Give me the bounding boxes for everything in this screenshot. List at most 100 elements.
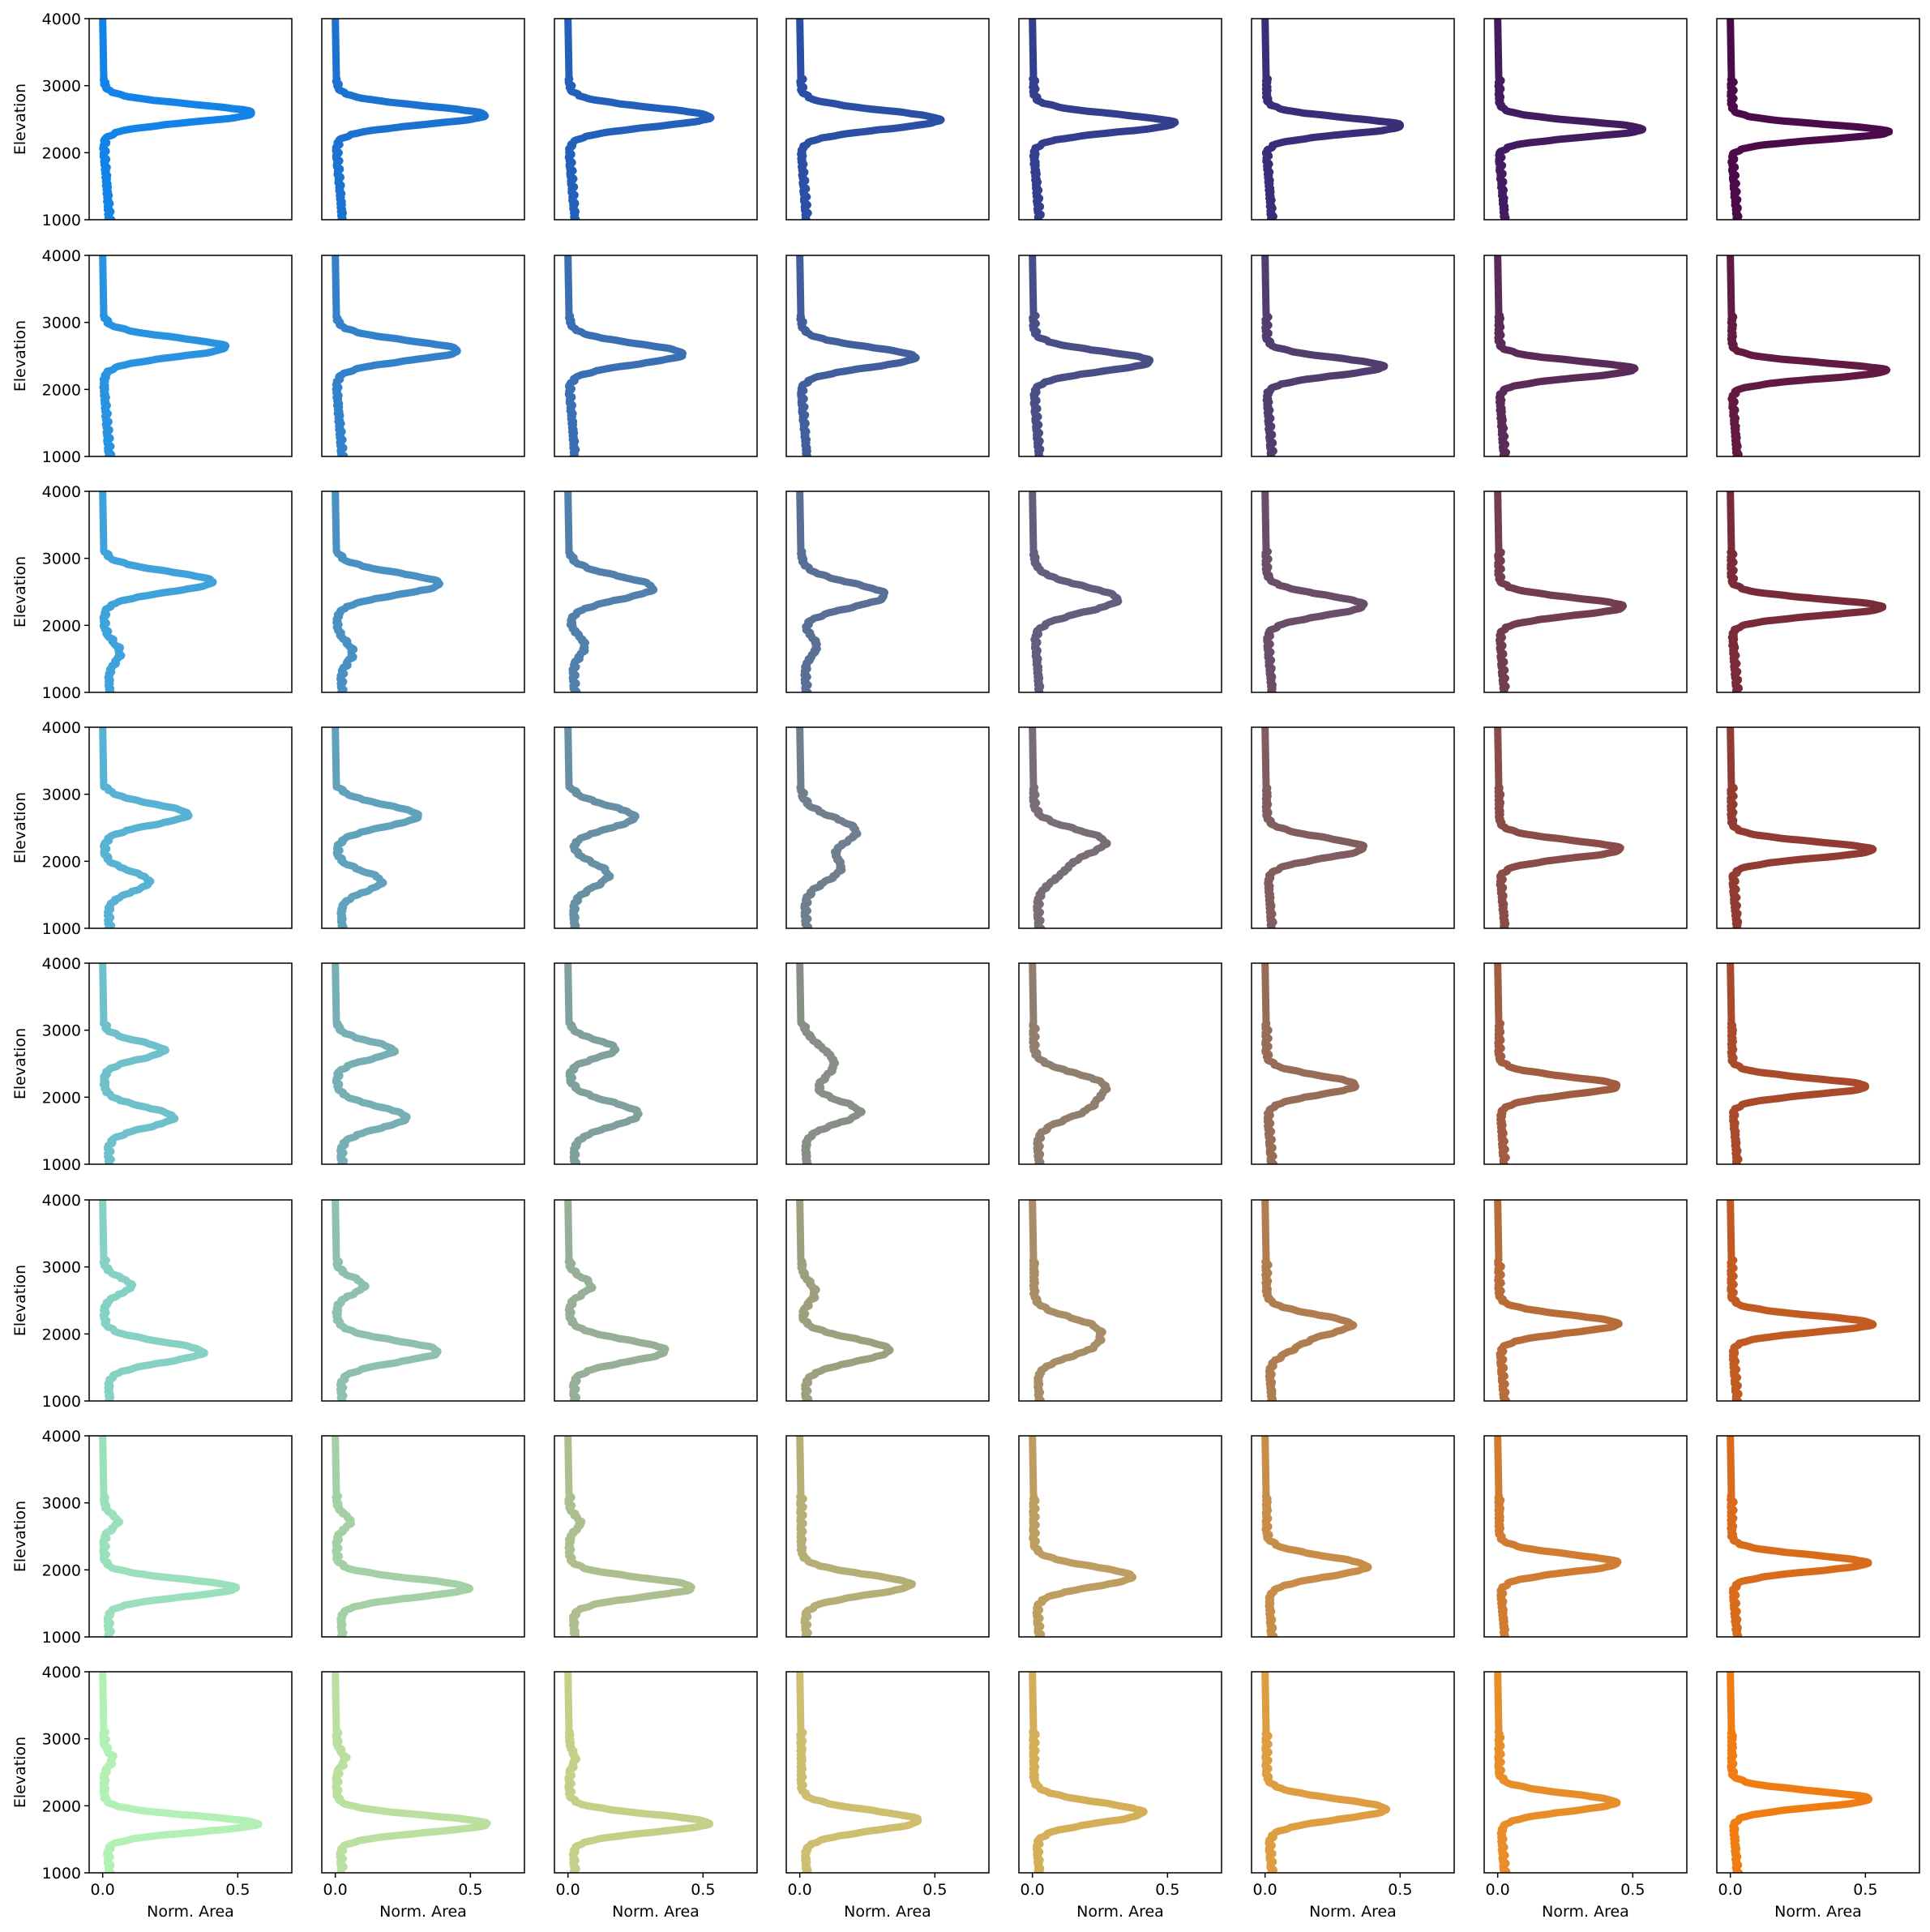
profile-line: [564, 963, 643, 1164]
y-tick-label: 4000: [42, 955, 81, 973]
y-tick-label: 3000: [42, 315, 81, 332]
panel-r6-c2: [554, 1435, 758, 1638]
panel-r3-c3: [785, 726, 990, 929]
profile-line: [796, 963, 866, 1164]
panel-r0-c0: 1000 2000 3000 4000 Elevation: [11, 11, 293, 229]
panel-r7-c2: 0.0 0.5 Norm. Area: [554, 1671, 758, 1921]
x-tick-label: 0.0: [1718, 1881, 1743, 1899]
panel-frame: [1483, 1671, 1688, 1874]
panel-r0-c1: [321, 18, 525, 221]
panel-frame: [554, 962, 758, 1165]
y-tick-label: 3000: [42, 550, 81, 568]
panel-frame: [1251, 18, 1455, 221]
panel-frame: [1251, 1435, 1455, 1638]
panel-r0-c2: [554, 18, 758, 221]
profile-line: [1261, 727, 1367, 928]
profile-line: [564, 255, 687, 456]
panel-r7-c7: 0.0 0.5 Norm. Area: [1716, 1671, 1920, 1921]
y-tick-label: 1000: [42, 1629, 81, 1647]
panel-r3-c6: [1483, 726, 1688, 929]
profile-line: [1029, 1672, 1148, 1873]
panel-frame: [1018, 255, 1222, 457]
profile-line: [1727, 19, 1894, 220]
x-axis-label: Norm. Area: [1542, 1903, 1629, 1921]
profile-line: [1261, 1672, 1391, 1873]
y-tick-label: 4000: [42, 1192, 81, 1210]
profile-line: [796, 491, 888, 692]
panel-frame: [321, 255, 525, 457]
profile-line: [1727, 1200, 1877, 1401]
profile-line: [1727, 727, 1877, 928]
x-tick-label: 0.0: [91, 1881, 115, 1899]
y-tick-label: 1000: [42, 1865, 81, 1883]
y-tick-label: 4000: [42, 1664, 81, 1681]
panel-frame: [785, 962, 990, 1165]
panel-r5-c7: [1716, 1199, 1920, 1402]
panel-r7-c3: 0.0 0.5 Norm. Area: [785, 1671, 990, 1921]
y-tick-label: 2000: [42, 1326, 81, 1343]
panel-r2-c1: [321, 490, 525, 693]
y-axis-label: Elevation: [11, 792, 29, 863]
panel-frame: [321, 1435, 525, 1638]
x-axis-label: Norm. Area: [379, 1903, 467, 1921]
panel-r6-c0: 1000 2000 3000 4000 Elevation: [11, 1428, 293, 1647]
panel-r1-c6: [1483, 255, 1688, 457]
profile-line: [99, 255, 230, 456]
panel-frame: [554, 255, 758, 457]
profile-line: [1494, 963, 1621, 1164]
panel-r1-c1: [321, 255, 525, 457]
profile-line: [99, 1436, 241, 1637]
x-tick-label: 0.0: [1486, 1881, 1510, 1899]
profile-line: [564, 491, 658, 692]
profile-line: [1261, 491, 1368, 692]
panel-r4-c1: [321, 962, 525, 1165]
panel-frame: [1483, 962, 1688, 1165]
y-tick-label: 4000: [42, 1428, 81, 1446]
y-tick-label: 1000: [42, 1156, 81, 1174]
y-tick-label: 1000: [42, 684, 81, 702]
y-tick-label: 4000: [42, 11, 81, 28]
panel-frame: [1716, 1671, 1920, 1874]
y-tick-label: 1000: [42, 1393, 81, 1411]
profile-line: [1261, 19, 1404, 220]
panel-r4-c2: [554, 962, 758, 1165]
panel-frame: [785, 1435, 990, 1638]
profile-line: [1494, 255, 1639, 456]
panel-frame: [1716, 490, 1920, 693]
panel-r3-c0: 1000 2000 3000 4000 Elevation: [11, 719, 293, 938]
panel-r0-c3: [785, 18, 990, 221]
panel-frame: [88, 1435, 293, 1638]
panel-r4-c0: 1000 2000 3000 4000 Elevation: [11, 955, 293, 1174]
panel-frame: [1483, 255, 1688, 457]
profile-line: [1029, 491, 1123, 692]
y-tick-label: 2000: [42, 1561, 81, 1579]
panel-frame: [1251, 726, 1455, 929]
profile-line: [1494, 19, 1647, 220]
y-tick-label: 3000: [42, 1495, 81, 1513]
y-axis-label: Elevation: [11, 1737, 29, 1808]
panel-r2-c3: [785, 490, 990, 693]
profile-line: [99, 1672, 263, 1873]
panel-frame: [321, 1199, 525, 1402]
panel-r6-c1: [321, 1435, 525, 1638]
x-axis-label: Norm. Area: [612, 1903, 700, 1921]
panel-frame: [1018, 726, 1222, 929]
panel-frame: [1018, 1199, 1222, 1402]
y-tick-label: 1000: [42, 212, 81, 229]
y-tick-label: 2000: [42, 853, 81, 871]
panel-r0-c4: [1018, 18, 1222, 221]
x-tick-label: 0.5: [1155, 1881, 1179, 1899]
panel-frame: [88, 255, 293, 457]
profile-line: [1029, 1200, 1106, 1401]
panel-frame: [1251, 490, 1455, 693]
panel-r4-c5: [1251, 962, 1455, 1165]
panel-frame: [1251, 1671, 1455, 1874]
y-tick-label: 3000: [42, 786, 81, 804]
profile-line: [796, 1672, 922, 1873]
panel-frame: [1018, 1671, 1222, 1874]
panel-frame: [88, 962, 293, 1165]
panel-r3-c2: [554, 726, 758, 929]
panel-frame: [1483, 1199, 1688, 1402]
x-axis-label: Norm. Area: [147, 1903, 234, 1921]
